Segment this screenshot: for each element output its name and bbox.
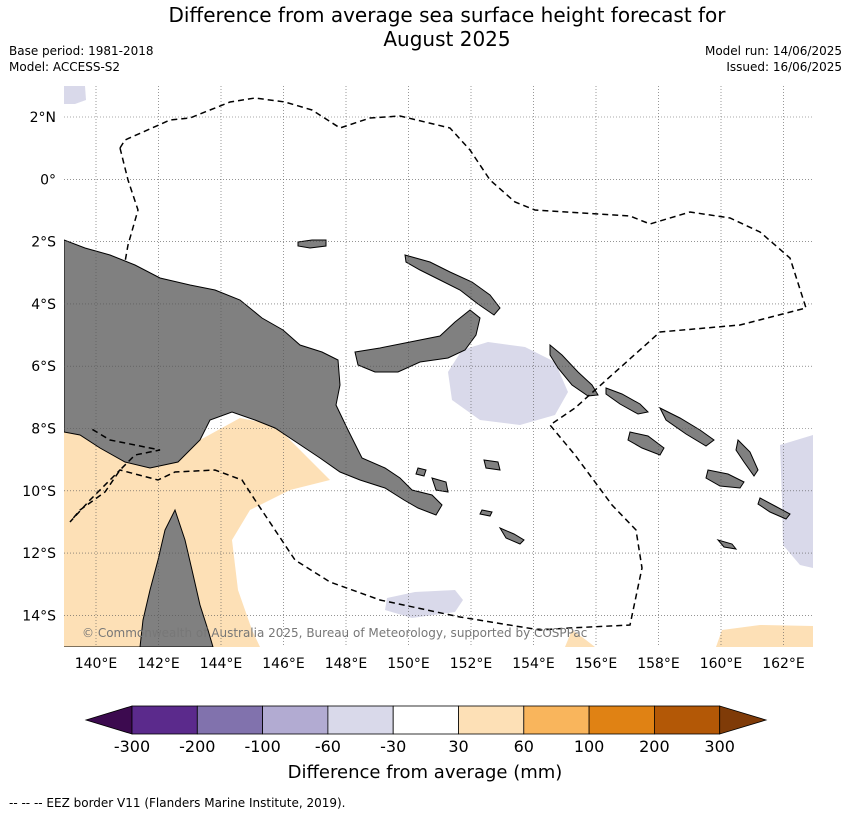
colorbar-tick-label: 30 bbox=[448, 737, 468, 756]
anomaly-negative-south bbox=[385, 590, 463, 618]
colorbar-tick-label: 100 bbox=[574, 737, 605, 756]
latitude-labels: 2°N 0° 2°S 4°S 6°S 8°S 10°S 12°S 14°S bbox=[22, 110, 56, 624]
lon-tick-label: 144°E bbox=[200, 656, 243, 672]
lat-tick-label: 2°N bbox=[30, 110, 56, 126]
land-malaita bbox=[735, 438, 759, 477]
model-name: Model: ACCESS-S2 bbox=[9, 60, 121, 74]
land-new-britain bbox=[354, 309, 481, 373]
lat-tick-label: 10°S bbox=[22, 484, 56, 500]
colorbar-bin bbox=[392, 705, 459, 735]
colorbar-tick-label: -100 bbox=[244, 737, 280, 756]
lon-tick-label: 146°E bbox=[262, 656, 305, 672]
colorbar-title: Difference from average (mm) bbox=[288, 762, 563, 783]
longitude-labels: 140°E 142°E 144°E 146°E 148°E 150°E 152°E 154°E… bbox=[75, 656, 805, 672]
colorbar-tick-label: -300 bbox=[114, 737, 150, 756]
colorbar-tick-label: 300 bbox=[704, 737, 735, 756]
colorbar-bin bbox=[327, 705, 394, 735]
land-choiseul bbox=[605, 387, 650, 415]
anomaly-positive-southeast bbox=[716, 625, 813, 647]
issued-date: Issued: 16/06/2025 bbox=[726, 60, 842, 74]
land-santa-isabel bbox=[658, 406, 715, 447]
model-run: Model run: 14/06/2025 bbox=[704, 44, 842, 58]
land-cape-york bbox=[64, 508, 214, 647]
colorbar-bin bbox=[588, 705, 655, 735]
copyright-text: © Commonwealth of Australia 2025, Bureau… bbox=[82, 626, 587, 640]
colorbar-tick-label: -200 bbox=[179, 737, 215, 756]
colorbar-tick-label: -30 bbox=[380, 737, 406, 756]
anomaly-negative-east bbox=[780, 435, 813, 568]
colorbar-bin bbox=[654, 705, 721, 735]
land-manus bbox=[297, 239, 327, 249]
title-line-2: August 2025 bbox=[383, 27, 511, 51]
map-title: Difference from average sea surface heig… bbox=[0, 3, 850, 51]
colorbar: -300 -200 -100 -60 -30 30 60 100 200 300 bbox=[84, 705, 768, 756]
land-dentrecasteaux bbox=[415, 459, 501, 493]
colorbar-bin bbox=[262, 705, 329, 735]
lon-tick-label: 152°E bbox=[450, 656, 493, 672]
colorbar-bin bbox=[523, 705, 590, 735]
lon-tick-label: 140°E bbox=[75, 656, 118, 672]
anomaly-negative-northwest bbox=[64, 86, 86, 104]
meta-right: Model run: 14/06/2025 Issued: 16/06/2025 bbox=[705, 43, 842, 75]
eez-border bbox=[69, 97, 807, 631]
lon-tick-label: 150°E bbox=[387, 656, 430, 672]
lon-tick-label: 142°E bbox=[137, 656, 180, 672]
land-guadalcanal bbox=[627, 431, 665, 456]
lat-tick-label: 0° bbox=[40, 172, 56, 188]
title-line-1: Difference from average sea surface heig… bbox=[168, 3, 726, 27]
anomaly-positive-south bbox=[565, 630, 595, 647]
graticule bbox=[64, 86, 813, 647]
anomaly-positive-gulf bbox=[64, 418, 330, 647]
lat-tick-label: 12°S bbox=[22, 546, 56, 562]
colorbar-tick-label: -60 bbox=[315, 737, 341, 756]
land-makira bbox=[705, 469, 745, 489]
colorbar-bin bbox=[131, 705, 198, 735]
land-rennell bbox=[757, 497, 791, 520]
lat-tick-label: 2°S bbox=[31, 235, 56, 251]
eez-footnote: -- -- -- EEZ border V11 (Flanders Marine… bbox=[9, 796, 346, 810]
land-louisiade bbox=[498, 526, 525, 545]
land-new-ireland bbox=[404, 254, 501, 316]
lon-tick-label: 160°E bbox=[700, 656, 743, 672]
anomaly-negative-central bbox=[448, 342, 568, 425]
colorbar-bin bbox=[196, 705, 264, 735]
lat-tick-label: 6°S bbox=[31, 359, 56, 375]
lon-tick-label: 156°E bbox=[575, 656, 618, 672]
base-period: Base period: 1981-2018 bbox=[9, 44, 154, 58]
colorbar-extend-low bbox=[84, 705, 133, 735]
colorbar-tick-label: 200 bbox=[639, 737, 670, 756]
lon-tick-label: 158°E bbox=[637, 656, 680, 672]
lat-tick-label: 8°S bbox=[31, 422, 56, 438]
colorbar-tick-label: 60 bbox=[514, 737, 534, 756]
colorbar-bin bbox=[458, 705, 525, 735]
lon-tick-label: 148°E bbox=[325, 656, 368, 672]
land-bougainville bbox=[549, 343, 599, 397]
lon-tick-label: 154°E bbox=[512, 656, 555, 672]
lat-tick-label: 14°S bbox=[22, 608, 56, 624]
land-trobriand bbox=[479, 509, 738, 550]
lat-tick-label: 4°S bbox=[31, 297, 56, 313]
meta-left: Base period: 1981-2018 Model: ACCESS-S2 bbox=[9, 43, 154, 75]
colorbar-extend-high bbox=[719, 705, 768, 735]
lon-tick-label: 162°E bbox=[762, 656, 805, 672]
